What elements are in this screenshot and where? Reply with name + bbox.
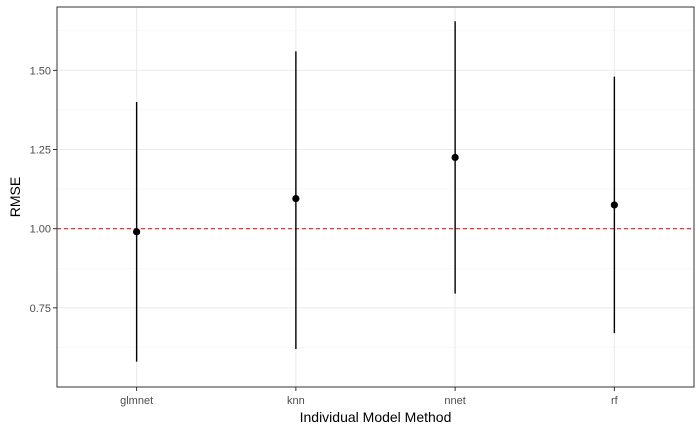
y-axis-title: RMSE	[7, 177, 23, 217]
panel-border	[56, 6, 695, 388]
data-layer	[133, 21, 618, 362]
y-tick-label: 1.25	[30, 145, 51, 157]
y-tick-label: 1.50	[30, 65, 51, 77]
y-tick-label: 0.75	[30, 303, 51, 315]
x-tick-label-glmnet: glmnet	[120, 395, 153, 407]
x-axis-title: Individual Model Method	[300, 409, 452, 425]
point-knn	[292, 194, 300, 203]
x-tick-label-knn: knn	[287, 395, 305, 407]
x-tick-label-rf: rf	[611, 395, 619, 407]
axis-layer: 0.75 1.00 1.25 1.50 glmnet knn nnet rf	[30, 65, 619, 407]
x-tick-label-nnet: nnet	[444, 395, 465, 407]
point-glmnet	[133, 228, 141, 236]
point-rf	[610, 201, 618, 209]
point-nnet	[451, 153, 459, 162]
y-tick-label: 1.00	[30, 224, 51, 236]
